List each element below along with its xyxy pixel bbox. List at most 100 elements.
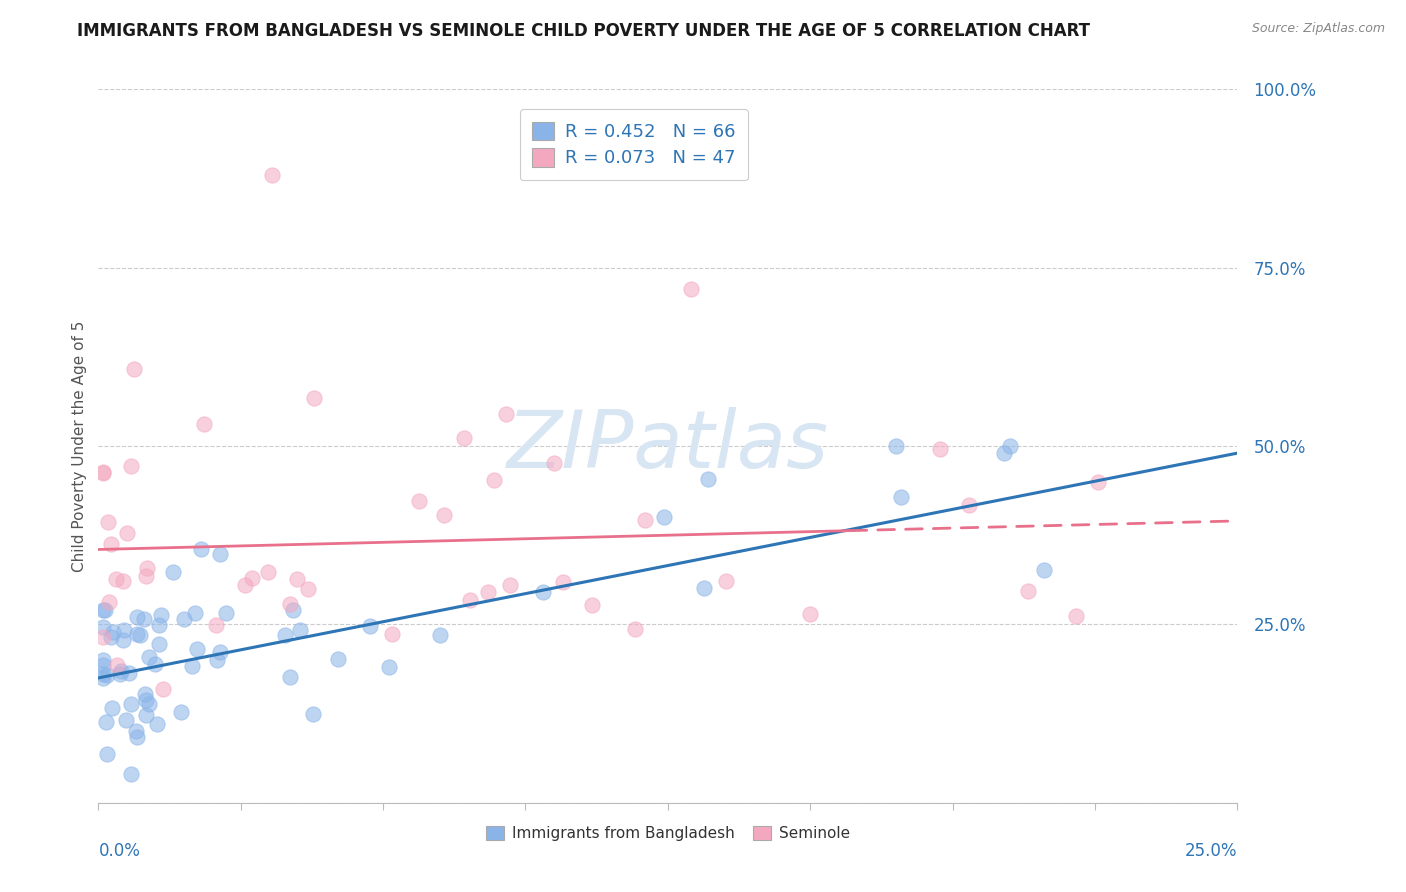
Point bbox=[998, 439, 1021, 453]
Point bbox=[205, 653, 228, 667]
Point bbox=[186, 642, 208, 657]
Point bbox=[328, 651, 350, 665]
Point bbox=[94, 715, 117, 730]
Point bbox=[96, 668, 118, 682]
Point bbox=[957, 499, 980, 513]
Point bbox=[145, 657, 167, 672]
Text: Source: ZipAtlas.com: Source: ZipAtlas.com bbox=[1251, 22, 1385, 36]
Point bbox=[543, 456, 565, 470]
Point bbox=[112, 574, 135, 589]
Point bbox=[91, 465, 114, 479]
Point bbox=[240, 571, 263, 585]
Point bbox=[302, 706, 325, 721]
Point bbox=[91, 620, 114, 634]
Point bbox=[97, 515, 120, 529]
Point bbox=[280, 670, 302, 684]
Point bbox=[1087, 475, 1109, 489]
Point bbox=[297, 582, 319, 596]
Point bbox=[98, 594, 121, 608]
Point bbox=[1032, 563, 1054, 577]
Point bbox=[173, 611, 195, 625]
Point bbox=[679, 282, 702, 296]
Legend: Immigrants from Bangladesh, Seminole: Immigrants from Bangladesh, Seminole bbox=[478, 818, 858, 848]
Point bbox=[135, 568, 157, 582]
Point bbox=[148, 618, 170, 632]
Point bbox=[209, 645, 232, 659]
Point bbox=[100, 631, 122, 645]
Point bbox=[408, 493, 430, 508]
Point bbox=[110, 664, 132, 678]
Point bbox=[108, 667, 131, 681]
Point bbox=[100, 537, 122, 551]
Point bbox=[551, 574, 574, 589]
Y-axis label: Child Poverty Under the Age of 5: Child Poverty Under the Age of 5 bbox=[72, 320, 87, 572]
Point bbox=[204, 617, 226, 632]
Point bbox=[302, 391, 325, 405]
Point bbox=[135, 692, 157, 706]
Point bbox=[482, 473, 505, 487]
Point bbox=[477, 584, 499, 599]
Point bbox=[125, 609, 148, 624]
Point bbox=[285, 572, 308, 586]
Point bbox=[429, 627, 451, 641]
Point bbox=[274, 628, 297, 642]
Point bbox=[458, 592, 481, 607]
Text: ZIPatlas: ZIPatlas bbox=[506, 407, 830, 485]
Point bbox=[134, 687, 156, 701]
Point bbox=[91, 666, 114, 681]
Point bbox=[180, 659, 202, 673]
Point bbox=[152, 681, 174, 696]
Text: IMMIGRANTS FROM BANGLADESH VS SEMINOLE CHILD POVERTY UNDER THE AGE OF 5 CORRELAT: IMMIGRANTS FROM BANGLADESH VS SEMINOLE C… bbox=[77, 22, 1090, 40]
Point bbox=[117, 525, 139, 540]
Point bbox=[127, 627, 149, 641]
Point bbox=[256, 565, 278, 579]
Point bbox=[696, 472, 718, 486]
Point bbox=[91, 602, 114, 616]
Point bbox=[105, 572, 128, 586]
Point bbox=[283, 603, 305, 617]
Point bbox=[94, 603, 117, 617]
Point bbox=[288, 624, 311, 638]
Point bbox=[928, 442, 950, 456]
Point bbox=[138, 649, 160, 664]
Point bbox=[118, 666, 141, 681]
Point bbox=[359, 619, 381, 633]
Point bbox=[209, 547, 232, 561]
Point bbox=[169, 705, 191, 719]
Point bbox=[91, 671, 114, 685]
Point bbox=[378, 660, 401, 674]
Point bbox=[91, 653, 114, 667]
Point bbox=[278, 597, 301, 611]
Point bbox=[193, 417, 215, 431]
Point bbox=[215, 606, 238, 620]
Point bbox=[581, 599, 603, 613]
Point bbox=[634, 513, 657, 527]
Text: 0.0%: 0.0% bbox=[98, 842, 141, 860]
Point bbox=[148, 637, 170, 651]
Point bbox=[112, 632, 135, 647]
Point bbox=[162, 565, 184, 579]
Point bbox=[135, 707, 157, 722]
Point bbox=[1017, 584, 1039, 599]
Point bbox=[125, 724, 148, 739]
Point bbox=[134, 612, 156, 626]
Point bbox=[380, 627, 402, 641]
Point bbox=[112, 624, 135, 638]
Point bbox=[233, 578, 256, 592]
Point bbox=[692, 581, 714, 595]
Point bbox=[101, 625, 124, 640]
Point bbox=[799, 607, 821, 622]
Point bbox=[184, 607, 207, 621]
Point bbox=[499, 577, 522, 591]
Point bbox=[122, 361, 145, 376]
Point bbox=[138, 698, 160, 712]
Point bbox=[121, 697, 143, 711]
Point bbox=[890, 490, 912, 504]
Point bbox=[190, 542, 212, 557]
Point bbox=[128, 628, 150, 642]
Point bbox=[91, 466, 114, 480]
Point bbox=[146, 717, 169, 731]
Point bbox=[105, 657, 128, 672]
Point bbox=[120, 767, 142, 781]
Point bbox=[260, 168, 283, 182]
